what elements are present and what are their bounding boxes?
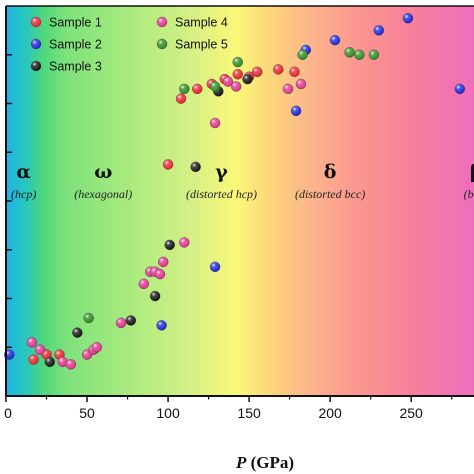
data-point xyxy=(164,239,175,251)
legend-item: Sample 2 xyxy=(30,38,102,52)
data-point xyxy=(125,315,136,326)
data-point xyxy=(329,34,341,46)
phase-symbol: β xyxy=(470,161,474,183)
phase-labels: α (hcp) ω (hexagonal) γ (distorted hcp) δ (dist… xyxy=(11,161,474,201)
data-point xyxy=(344,47,355,58)
data-point xyxy=(175,93,187,104)
data-point xyxy=(65,359,77,370)
legend-item: Sample 3 xyxy=(30,60,102,74)
data-point xyxy=(158,256,169,268)
legend: Sample 1 Sample 2 Sample 3 Sample 4 Sample 5 xyxy=(30,16,228,74)
data-point xyxy=(354,49,365,60)
data-point xyxy=(289,66,300,78)
data-point xyxy=(72,327,83,338)
data-point xyxy=(192,83,203,95)
legend-item: Sample 4 xyxy=(156,16,228,30)
data-point xyxy=(454,83,465,95)
data-point xyxy=(222,76,234,87)
x-tick-label: 100 xyxy=(156,405,180,421)
data-point xyxy=(209,261,221,273)
data-point xyxy=(28,354,39,365)
data-point xyxy=(295,78,307,90)
axes: 0 50 100 150 200 250 xyxy=(4,5,474,421)
data-point xyxy=(232,69,243,80)
data-point xyxy=(190,161,201,173)
data-point xyxy=(282,83,294,95)
data-point xyxy=(297,49,308,60)
x-tick-label: 250 xyxy=(399,405,423,421)
phase-description: (hexagonal) xyxy=(74,187,132,201)
phase-description: (distorted bcc) xyxy=(295,187,365,201)
legend-label: Sample 2 xyxy=(49,38,102,52)
legend-label: Sample 5 xyxy=(175,38,228,52)
phase-symbol: ω xyxy=(94,161,112,183)
data-point xyxy=(26,337,38,348)
data-point xyxy=(57,356,68,368)
legend-item: Sample 5 xyxy=(156,38,228,52)
data-points xyxy=(4,12,465,370)
data-point xyxy=(209,117,221,129)
x-axis-title: P (GPa) xyxy=(235,453,294,472)
data-point xyxy=(209,81,221,92)
phase-symbol: γ xyxy=(215,161,228,183)
data-point xyxy=(368,49,380,60)
legend-label: Sample 1 xyxy=(49,16,102,30)
phase-symbol: δ xyxy=(324,161,337,183)
data-point xyxy=(230,81,242,92)
data-point xyxy=(179,83,190,95)
x-tick-label: 200 xyxy=(318,405,342,421)
data-point xyxy=(44,356,55,368)
data-point xyxy=(252,66,263,78)
x-tick-label: 50 xyxy=(79,405,95,421)
data-point xyxy=(273,64,284,75)
data-point xyxy=(402,12,414,24)
phase-symbol: α xyxy=(16,161,31,183)
data-point xyxy=(91,342,102,353)
data-point xyxy=(149,290,161,302)
data-point xyxy=(34,344,46,355)
data-point xyxy=(179,237,190,248)
data-point xyxy=(154,268,166,280)
phase-description: (bcc) xyxy=(464,187,474,201)
phase-description: (distorted hcp) xyxy=(186,187,257,201)
data-point xyxy=(83,312,94,324)
data-point xyxy=(115,317,127,329)
data-point xyxy=(156,320,167,331)
x-tick-label: 0 xyxy=(4,405,12,421)
phase-description: (hcp) xyxy=(11,187,36,201)
legend-label: Sample 4 xyxy=(175,16,228,30)
x-tick-label: 150 xyxy=(237,405,261,421)
data-point xyxy=(290,105,302,117)
legend-label: Sample 3 xyxy=(49,60,102,74)
data-point xyxy=(138,278,149,290)
legend-item: Sample 1 xyxy=(30,16,102,30)
data-point xyxy=(232,56,243,68)
data-point xyxy=(162,159,174,170)
data-point xyxy=(242,73,253,85)
data-point xyxy=(373,25,384,36)
